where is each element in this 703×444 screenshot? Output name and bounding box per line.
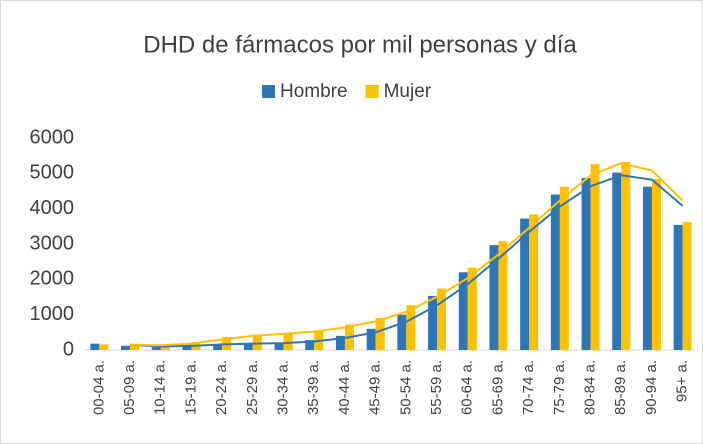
bar bbox=[366, 328, 376, 350]
bar bbox=[243, 343, 253, 350]
bar bbox=[428, 295, 438, 350]
x-tick-label: 05-09 a. bbox=[121, 360, 138, 415]
bar bbox=[458, 272, 468, 350]
bar bbox=[590, 164, 600, 350]
bar bbox=[467, 267, 477, 350]
bar bbox=[498, 241, 508, 350]
x-tick-label: 35-39 a. bbox=[305, 360, 322, 415]
x-tick-label: 15-19 a. bbox=[182, 360, 199, 415]
bar bbox=[651, 178, 661, 350]
bar bbox=[99, 344, 109, 350]
bar bbox=[682, 222, 692, 350]
x-tick-label: 25-29 a. bbox=[244, 360, 261, 415]
bar bbox=[274, 342, 284, 350]
legend-swatch bbox=[262, 85, 275, 98]
y-tick-label: 6000 bbox=[30, 126, 75, 148]
bar bbox=[489, 245, 499, 350]
x-tick-label: 95+ a. bbox=[674, 360, 691, 402]
x-tick-label: 60-64 a. bbox=[459, 360, 476, 415]
x-tick-label: 85-89 a. bbox=[612, 360, 629, 415]
bar bbox=[160, 345, 170, 350]
x-tick-label: 70-74 a. bbox=[520, 360, 537, 415]
bar bbox=[335, 335, 345, 350]
legend-label: Hombre bbox=[280, 81, 348, 102]
bar bbox=[673, 224, 683, 350]
trendline bbox=[129, 174, 684, 348]
bar bbox=[213, 343, 223, 350]
bar bbox=[621, 162, 631, 350]
bar bbox=[529, 214, 539, 350]
x-tick-label: 55-59 a. bbox=[428, 360, 445, 415]
legend-label: Mujer bbox=[384, 81, 432, 102]
bar bbox=[130, 345, 140, 350]
bar bbox=[252, 334, 262, 350]
x-tick-label: 65-69 a. bbox=[489, 360, 506, 415]
x-tick-label: 45-49 a. bbox=[367, 360, 384, 415]
bar bbox=[550, 194, 560, 350]
y-tick-label: 2000 bbox=[30, 268, 75, 290]
bar bbox=[305, 340, 315, 350]
bar bbox=[121, 345, 131, 350]
x-tick-label: 50-54 a. bbox=[397, 360, 414, 415]
y-tick-label: 0 bbox=[63, 338, 74, 360]
x-tick-label: 75-79 a. bbox=[551, 360, 568, 415]
x-tick-label: 00-04 a. bbox=[90, 360, 107, 415]
bar bbox=[406, 305, 416, 350]
bar bbox=[437, 288, 447, 350]
y-tick-label: 1000 bbox=[30, 303, 75, 325]
x-tick-label: 20-24 a. bbox=[213, 360, 230, 415]
bar bbox=[90, 343, 100, 350]
x-tick-label: 90-94 a. bbox=[643, 360, 660, 415]
x-tick-label: 80-84 a. bbox=[582, 360, 599, 415]
bar bbox=[375, 318, 385, 350]
y-tick-label: 5000 bbox=[30, 162, 75, 184]
bar bbox=[581, 177, 591, 350]
bar bbox=[151, 347, 161, 350]
chart-title: DHD de fármacos por mil personas y día bbox=[143, 31, 577, 58]
bar bbox=[559, 186, 569, 350]
bar bbox=[612, 172, 622, 350]
bar bbox=[182, 344, 192, 350]
bar bbox=[520, 218, 530, 350]
trendline bbox=[130, 162, 684, 347]
x-tick-label: 10-14 a. bbox=[152, 360, 169, 415]
y-tick-label: 4000 bbox=[30, 197, 75, 219]
x-tick-label: 30-34 a. bbox=[275, 360, 292, 415]
legend-swatch bbox=[365, 85, 379, 98]
x-tick-label: 40-44 a. bbox=[336, 360, 353, 415]
bar bbox=[283, 333, 293, 350]
bar bbox=[642, 186, 652, 350]
bar bbox=[397, 314, 407, 350]
y-tick-label: 3000 bbox=[30, 232, 75, 254]
